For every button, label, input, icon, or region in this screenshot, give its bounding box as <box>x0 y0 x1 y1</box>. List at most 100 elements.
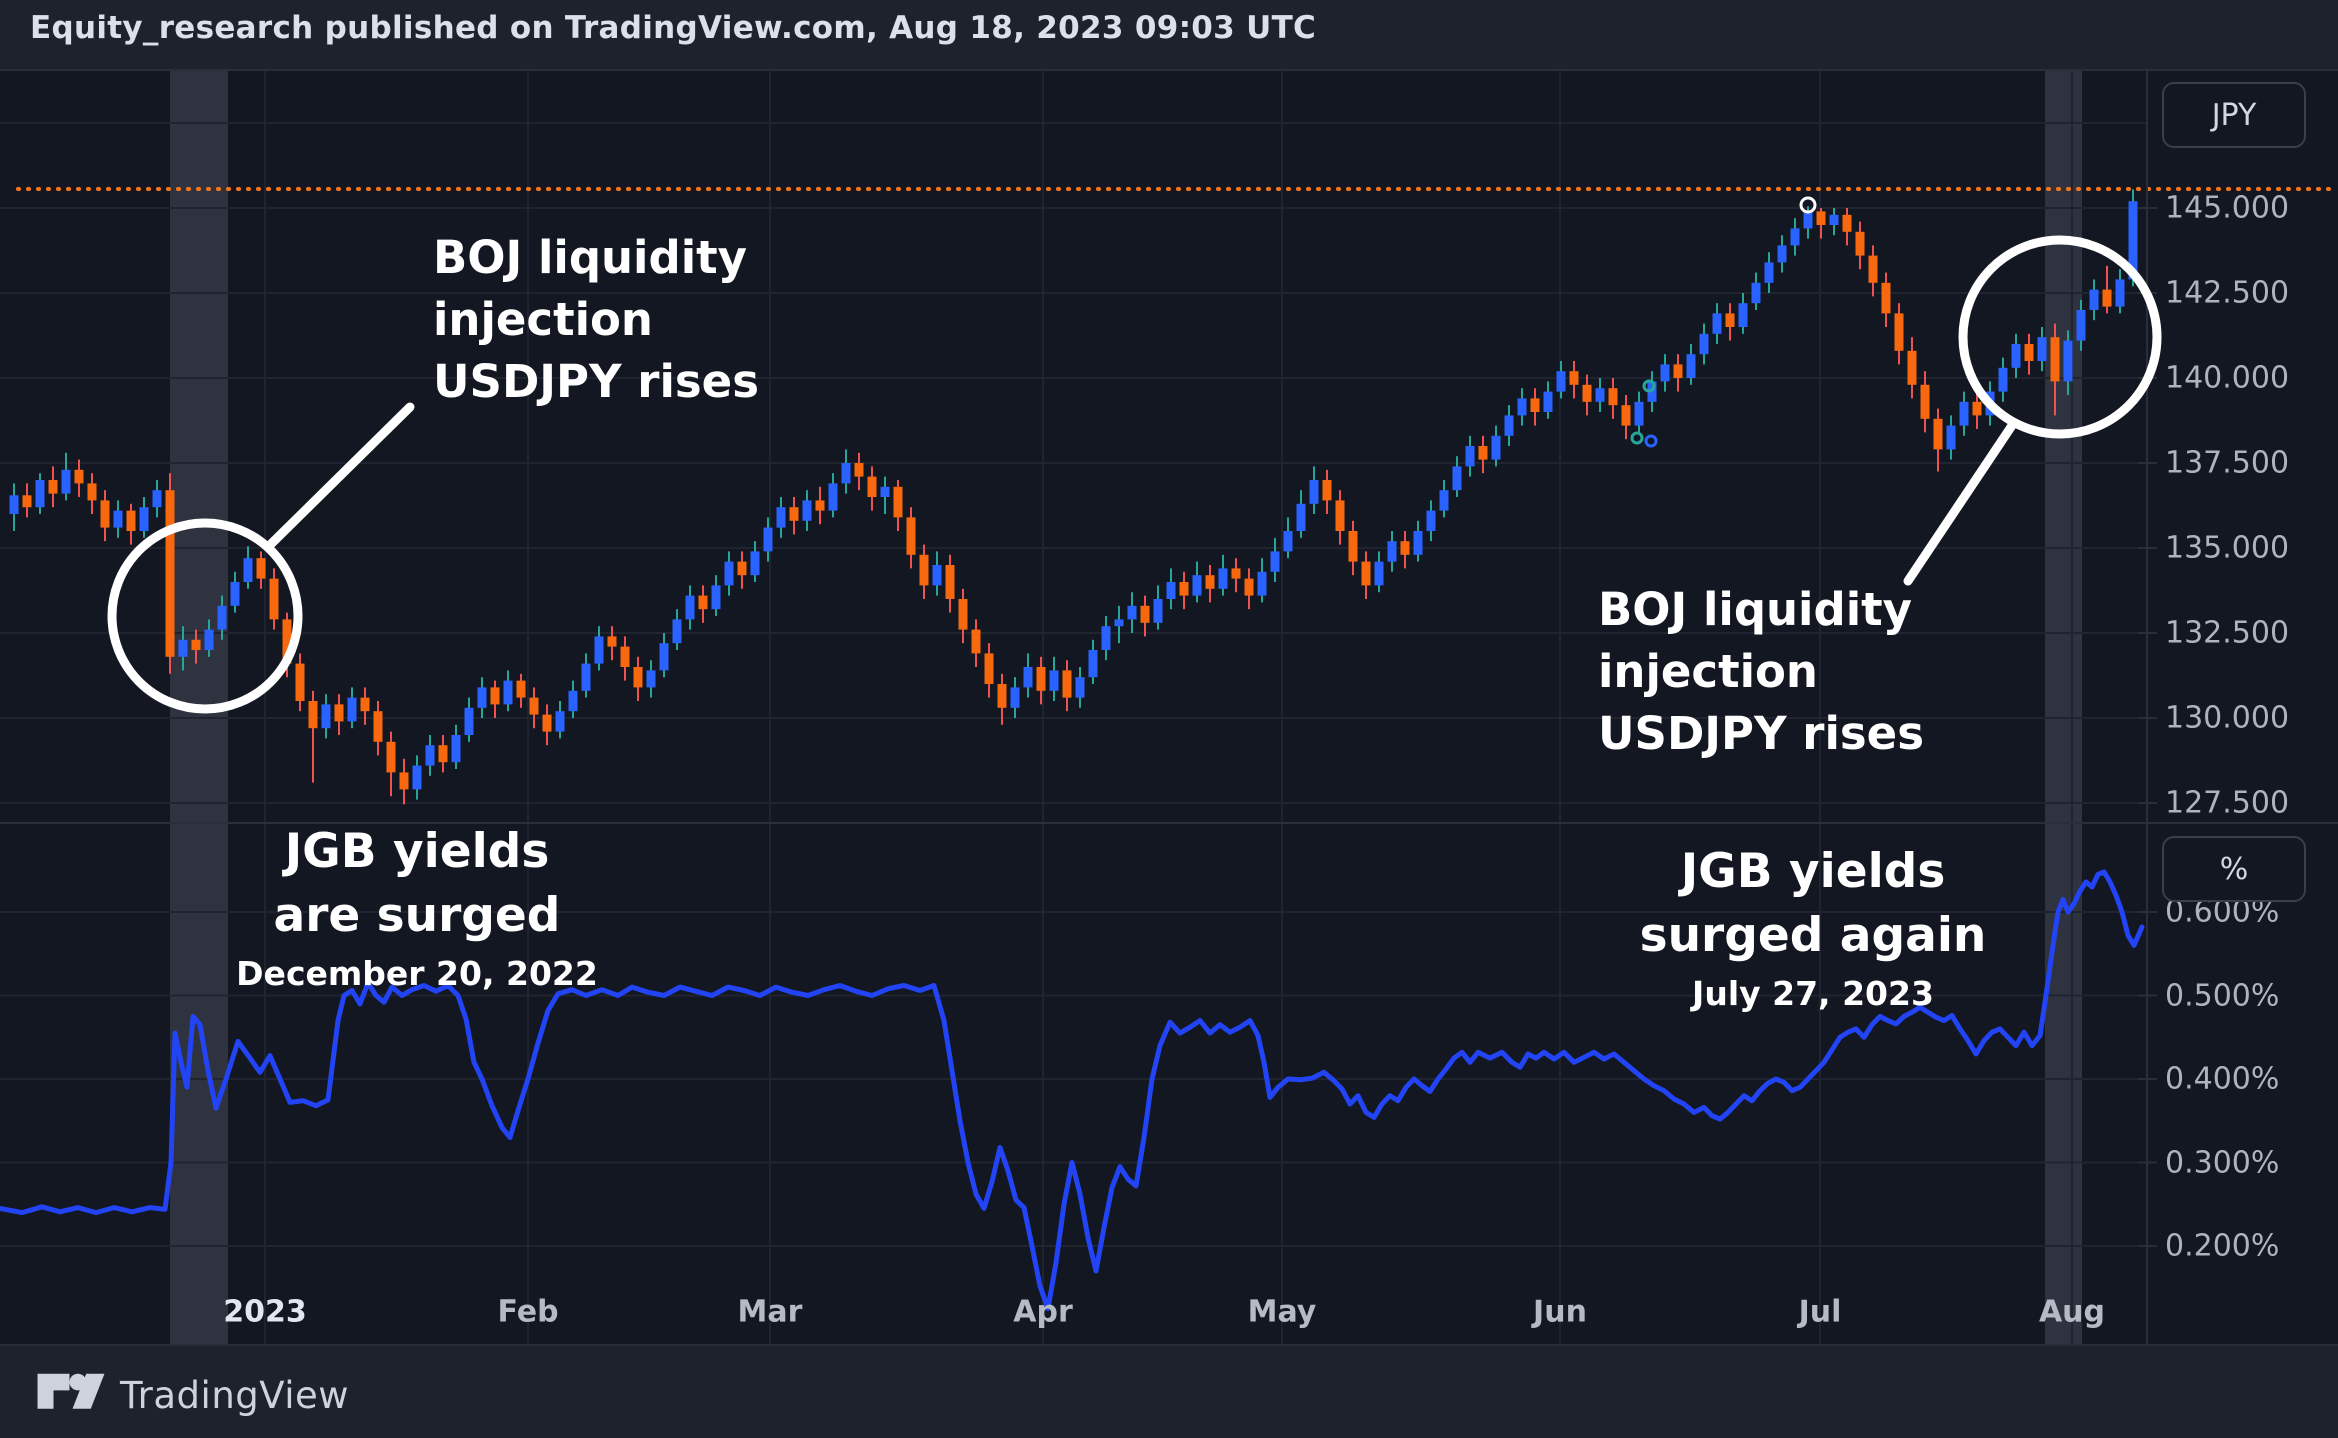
price-tick-label: 140.000 <box>2165 360 2290 396</box>
currency-badge-label: JPY <box>2211 97 2257 133</box>
candle <box>2128 201 2138 280</box>
marker-ring <box>1630 431 1644 445</box>
tradingview-logo[interactable]: TradingView <box>36 1372 349 1418</box>
candle <box>659 643 669 671</box>
candle <box>1946 425 1956 450</box>
marker-ring <box>1642 379 1656 393</box>
candle <box>2076 310 2086 341</box>
candle <box>867 476 877 497</box>
candle <box>1491 435 1501 460</box>
candle <box>48 480 58 494</box>
candle <box>1517 398 1527 416</box>
candle <box>646 670 656 688</box>
candle <box>360 697 370 712</box>
event-highlight-bands <box>170 70 2082 1345</box>
candle <box>61 469 71 494</box>
candle <box>2024 344 2034 361</box>
candle <box>2050 337 2060 382</box>
highlight-band <box>2045 70 2082 1345</box>
candle <box>1036 667 1046 691</box>
annotation-shapes <box>107 196 2162 714</box>
candle <box>87 483 97 501</box>
candle <box>1868 255 1878 283</box>
candle <box>2089 289 2099 310</box>
candle <box>1413 531 1423 555</box>
price-tick-label: 127.500 <box>2165 785 2290 821</box>
candle <box>1452 466 1462 491</box>
header-bar <box>0 0 2338 70</box>
candle <box>945 565 955 599</box>
candle <box>1062 670 1072 698</box>
candle <box>620 646 630 667</box>
candle <box>1465 446 1475 467</box>
candle <box>1374 561 1384 586</box>
annotation-line: JGB yields <box>1680 844 1946 899</box>
candle <box>1400 541 1410 555</box>
candle <box>633 667 643 688</box>
candle <box>672 619 682 644</box>
candle <box>1387 541 1397 562</box>
candle <box>1764 262 1774 283</box>
candle <box>1153 599 1163 623</box>
candle <box>1842 214 1852 232</box>
candle <box>1257 571 1267 596</box>
candle <box>1101 626 1111 650</box>
candle <box>282 619 292 664</box>
candle <box>1673 364 1683 378</box>
candle <box>438 745 448 763</box>
annotation-jgb-left: JGB yields are surged December 20, 2022 <box>236 820 598 1000</box>
candle <box>997 684 1007 708</box>
candle <box>542 714 552 732</box>
candle <box>555 711 565 732</box>
candle <box>100 500 110 528</box>
candle <box>932 565 942 586</box>
candle <box>256 558 266 579</box>
currency-badge[interactable]: JPY <box>2162 82 2306 148</box>
candle <box>529 697 539 715</box>
candle <box>1426 510 1436 531</box>
candle <box>191 639 201 650</box>
candle <box>1270 551 1280 572</box>
candle <box>1569 371 1579 385</box>
candle <box>1933 418 1943 450</box>
candle <box>1114 619 1124 627</box>
annotation-circle <box>1958 235 2162 439</box>
candle <box>451 735 461 763</box>
percent-badge[interactable]: % <box>2162 836 2306 902</box>
candle <box>139 507 149 531</box>
candle <box>126 510 136 531</box>
candle <box>165 490 175 657</box>
candle <box>789 507 799 521</box>
candle <box>1725 313 1735 327</box>
candle <box>1166 582 1176 599</box>
candle <box>1894 313 1904 351</box>
candle <box>230 582 240 606</box>
annotation-line: BOJ liquidity <box>1598 583 1912 636</box>
candle <box>1790 228 1800 246</box>
candle <box>1920 384 1930 419</box>
annotation-jgb-right: JGB yields surged again July 27, 2023 <box>1640 840 1987 1020</box>
candle <box>919 554 929 586</box>
candle <box>490 687 500 705</box>
candle <box>1309 480 1319 504</box>
candle <box>1855 231 1865 256</box>
candle <box>1582 384 1592 402</box>
annotation-line: are surged <box>273 888 561 943</box>
candle <box>1218 568 1228 589</box>
candle <box>412 765 422 790</box>
candle <box>1335 500 1345 531</box>
footer-bar <box>0 1346 2338 1438</box>
candle <box>425 745 435 766</box>
annotation-date: July 27, 2023 <box>1692 974 1934 1013</box>
candle <box>1348 531 1358 562</box>
annotation-line: USDJPY rises <box>1598 707 1924 760</box>
tradingview-logo-icon <box>37 1373 105 1409</box>
candle <box>1738 303 1748 327</box>
annotation-circle <box>107 518 303 714</box>
annotation-connector <box>1903 419 2018 586</box>
candle <box>971 629 981 654</box>
candle <box>685 595 695 620</box>
candle <box>581 663 591 691</box>
candle <box>9 495 19 514</box>
